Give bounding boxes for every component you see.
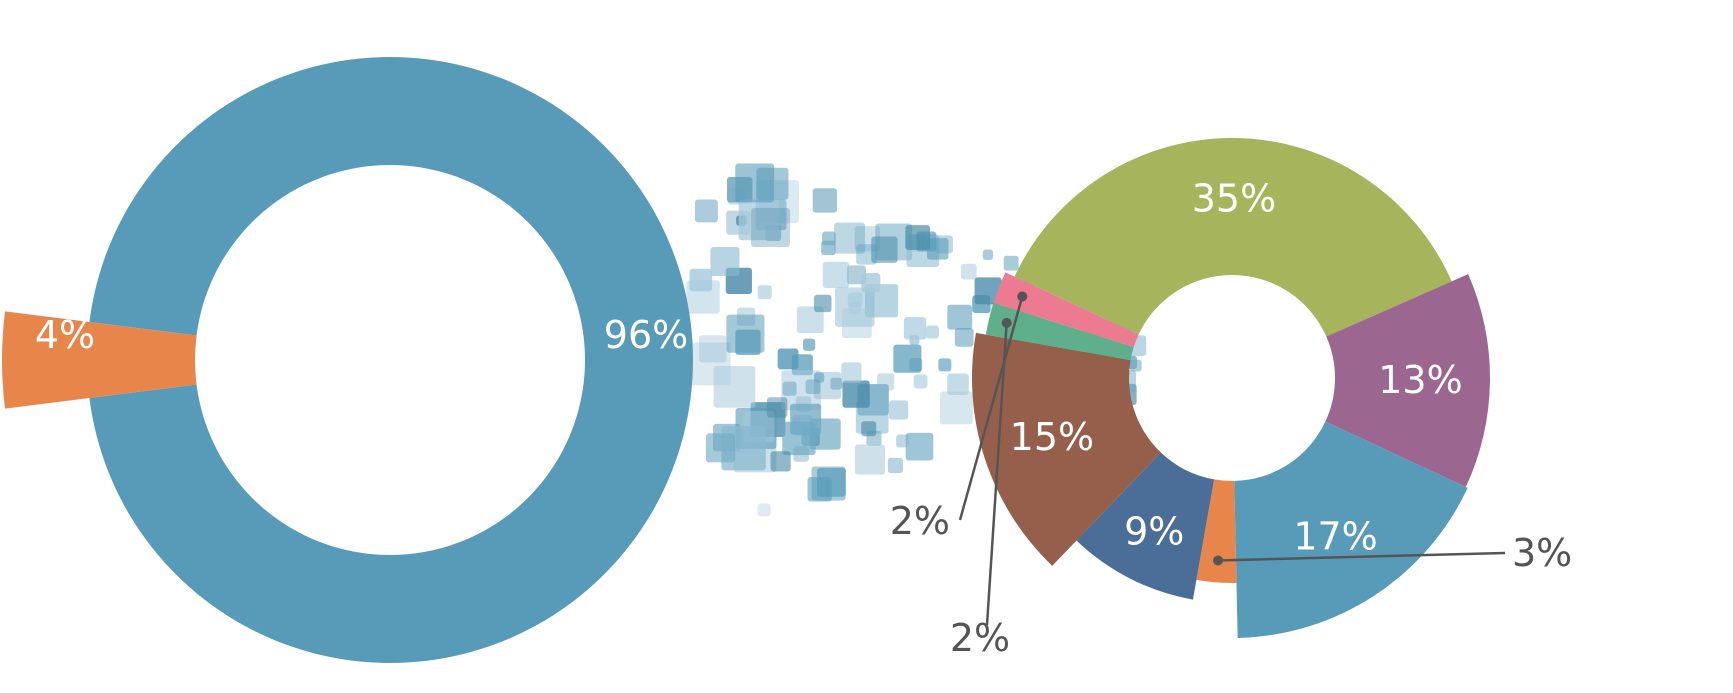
decorative-square: [905, 225, 931, 250]
decorative-square: [821, 240, 836, 256]
slice-96: [89, 57, 693, 664]
decorative-square: [861, 273, 881, 293]
decorative-square: [1003, 255, 1019, 271]
slice-2-pink: [993, 272, 1139, 348]
slice-9: [1076, 452, 1215, 600]
slice-35: [1014, 137, 1452, 337]
decorative-square: [947, 304, 973, 330]
decorative-square: [796, 306, 824, 334]
label-2-mint: 2%: [950, 616, 1010, 660]
leader-line-2-mint: [985, 322, 1008, 626]
decorative-square: [938, 358, 952, 372]
decorative-square: [735, 163, 775, 203]
decorative-square: [887, 457, 904, 474]
leader-dot-2-pink: [1017, 291, 1028, 302]
slice-15: [972, 332, 1161, 566]
decorative-square: [974, 277, 1002, 305]
decorative-square: [713, 365, 756, 408]
decorative-square: [738, 199, 780, 241]
left-donut: 96% 4%: [1, 57, 693, 664]
decorative-square: [960, 263, 977, 280]
decorative-square: [750, 207, 790, 247]
decorative-square: [781, 370, 822, 411]
decorative-square: [812, 188, 838, 213]
decorative-square: [770, 451, 791, 472]
decorative-square: [803, 338, 816, 351]
slice-3: [1196, 479, 1237, 583]
decorative-square: [877, 373, 895, 391]
decorative-square: [782, 381, 797, 396]
label-96: 96%: [604, 313, 688, 357]
decorative-square: [927, 238, 949, 260]
label-13: 13%: [1378, 358, 1462, 402]
decorative-square: [954, 327, 974, 347]
label-17: 17%: [1293, 515, 1377, 559]
slice-13: [1325, 274, 1491, 488]
decorative-square: [864, 284, 899, 318]
decorative-square: [710, 246, 740, 277]
leader-dot-3: [1213, 555, 1224, 566]
decorative-square: [842, 308, 872, 339]
label-4: 4%: [35, 313, 95, 357]
label-15: 15%: [1010, 415, 1094, 459]
decorative-square: [757, 503, 771, 517]
decorative-square: [847, 265, 866, 285]
decorative-square: [705, 433, 736, 463]
slice-17: [1234, 421, 1468, 638]
decorative-square: [841, 362, 862, 383]
label-35: 35%: [1192, 177, 1276, 221]
decorative-square: [861, 421, 877, 437]
decorative-square: [896, 434, 910, 448]
label-2-pink: 2%: [890, 499, 950, 543]
label-3: 3%: [1512, 531, 1572, 575]
leader-line-2-pink: [958, 296, 1024, 521]
decorative-square: [777, 348, 799, 370]
decorative-square: [871, 236, 898, 263]
decorative-square: [842, 380, 870, 408]
right-donut: 35% 13% 17% 3% 9% 15% 2% 2%: [890, 137, 1572, 660]
decorative-square: [757, 285, 772, 300]
decorative-square: [814, 372, 825, 383]
slice-2-mint: [985, 302, 1134, 361]
decorative-square: [805, 379, 821, 395]
decorative-square: [947, 373, 969, 396]
decorative-square: [807, 477, 832, 502]
decorative-square: [888, 400, 909, 420]
decorative-square: [822, 261, 850, 289]
decorative-square: [814, 294, 832, 313]
decorative-square: [939, 391, 973, 425]
decorative-square: [903, 317, 927, 340]
slice-4: [1, 311, 197, 409]
decorative-square: [726, 314, 765, 353]
decorative-square: [893, 344, 922, 373]
decorative-square: [830, 377, 843, 390]
decorative-square: [694, 199, 718, 223]
label-9: 9%: [1124, 509, 1184, 553]
decorative-square: [913, 374, 928, 389]
decorative-square: [835, 287, 875, 327]
decorative-square: [925, 325, 939, 339]
decorative-square: [813, 371, 842, 400]
decorative-square: [689, 268, 713, 292]
decorative-square: [699, 335, 727, 363]
decorative-square: [834, 222, 866, 254]
leader-line-3: [1218, 551, 1506, 562]
leader-dot-2-mint: [1001, 317, 1012, 328]
decorative-square: [766, 397, 788, 418]
decorative-square: [982, 249, 994, 260]
decorative-square: [905, 432, 934, 461]
decorative-square: [854, 444, 886, 475]
decorative-square: [790, 403, 822, 435]
